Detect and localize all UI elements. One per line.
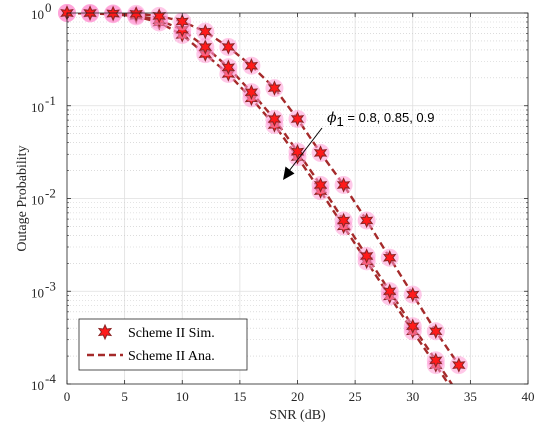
marker-star <box>429 352 443 369</box>
sim-point-s3 <box>196 22 215 41</box>
sim-point-s3 <box>104 4 123 23</box>
sim-point-s3 <box>380 248 399 267</box>
legend-entry-sim: Scheme II Sim. <box>128 326 215 341</box>
sim-point-s3 <box>311 143 330 162</box>
legend: Scheme II Sim. Scheme II Ana. <box>78 318 248 371</box>
x-tick-label: 0 <box>64 389 71 404</box>
sim-point-s2 <box>426 351 445 370</box>
legend-star <box>97 323 113 341</box>
x-tick-label: 10 <box>176 389 189 404</box>
legend-marker-sample <box>97 323 113 341</box>
marker-star <box>267 80 282 96</box>
y-tick-exponent: 0 <box>45 0 52 15</box>
marker-star <box>429 323 443 340</box>
marker-star <box>359 248 374 264</box>
marker-star <box>97 323 113 341</box>
y-tick-label: 10 <box>31 285 44 300</box>
marker-star <box>313 145 328 161</box>
x-tick-label: 40 <box>522 389 535 404</box>
x-axis-label: SNR (dB) <box>269 408 326 423</box>
marker-star <box>198 23 213 40</box>
sim-point-s3 <box>242 56 261 75</box>
annotation-subscript: 1 <box>337 114 344 129</box>
y-axis-label: Outage Probability <box>15 145 30 251</box>
sim-point-s3 <box>403 285 422 304</box>
y-tick-label: 10 <box>31 378 44 393</box>
x-tick-label: 5 <box>121 389 128 404</box>
simulation-markers <box>58 4 468 375</box>
annotation-text: ϕ1 = 0.8, 0.85, 0.9 <box>327 110 435 129</box>
y-tick-base: 10 <box>31 285 44 300</box>
sim-point-s2 <box>334 211 353 230</box>
marker-star <box>336 177 351 193</box>
y-tick-label: 10 <box>31 100 44 115</box>
sim-point-s3 <box>357 211 376 230</box>
annotation-values: = 0.8, 0.85, 0.9 <box>344 110 435 125</box>
y-tick-base: 10 <box>31 7 44 22</box>
marker-star <box>129 6 143 22</box>
marker-star <box>221 59 236 75</box>
marker-star <box>267 111 282 127</box>
x-tick-label: 15 <box>233 389 246 404</box>
y-tick-exponent: -3 <box>45 278 56 293</box>
marker-star <box>313 177 328 193</box>
annotation-arrow <box>288 127 323 172</box>
sim-point-s2 <box>288 142 307 161</box>
marker-star <box>175 13 189 30</box>
legend-entry-ana: Scheme II Ana. <box>128 349 215 364</box>
legend-box <box>78 318 248 371</box>
x-tick-label: 35 <box>464 389 477 404</box>
marker-star <box>290 143 305 160</box>
marker-star <box>406 318 420 334</box>
y-tick-label: 10 <box>31 7 44 22</box>
sim-point-s2 <box>265 109 284 128</box>
sim-point-s2 <box>196 37 215 56</box>
sim-point-s3 <box>288 109 307 128</box>
sim-point-s3 <box>150 6 169 25</box>
sim-point-s3 <box>173 12 192 31</box>
phi-annotation: ϕ1 = 0.8, 0.85, 0.9 <box>283 110 435 180</box>
marker-star <box>290 111 305 127</box>
marker-star <box>336 212 351 229</box>
x-tick-labels: 0 5 10 15 20 25 30 35 40 <box>64 389 535 404</box>
sim-point-s2 <box>380 282 399 301</box>
sim-point-s3 <box>449 356 468 375</box>
y-tick-base: 10 <box>31 378 44 393</box>
sim-point-s2 <box>311 175 330 194</box>
marker-star <box>244 57 259 74</box>
annotation-arrowhead <box>283 166 295 180</box>
sim-point-s2 <box>219 58 238 77</box>
sim-point-s2 <box>357 246 376 265</box>
y-tick-exponent: -4 <box>45 371 56 386</box>
y-tick-base: 10 <box>31 193 44 208</box>
sim-point-s3 <box>127 4 146 23</box>
y-tick-exponent: -2 <box>45 186 56 201</box>
marker-star <box>198 39 213 55</box>
sim-point-s3 <box>219 37 238 56</box>
x-tick-label: 25 <box>349 389 362 404</box>
marker-star <box>221 39 236 55</box>
marker-star <box>244 84 259 100</box>
x-tick-label: 20 <box>291 389 304 404</box>
sim-point-s2 <box>403 317 422 336</box>
x-tick-label: 30 <box>406 389 419 404</box>
marker-star <box>382 283 397 299</box>
marker-star <box>382 249 397 266</box>
marker-star <box>452 357 466 373</box>
sim-point-s3 <box>334 175 353 194</box>
annotation-symbol: ϕ <box>327 110 337 126</box>
axis-ticks <box>66 12 529 385</box>
y-tick-exponent: -1 <box>45 93 56 108</box>
marker-star <box>359 212 374 229</box>
sim-point-s3 <box>426 322 445 341</box>
marker-star <box>406 286 420 303</box>
sim-point-s3 <box>265 79 284 98</box>
sim-point-s2 <box>242 83 261 102</box>
y-tick-label: 10 <box>31 193 44 208</box>
y-tick-base: 10 <box>31 100 44 115</box>
